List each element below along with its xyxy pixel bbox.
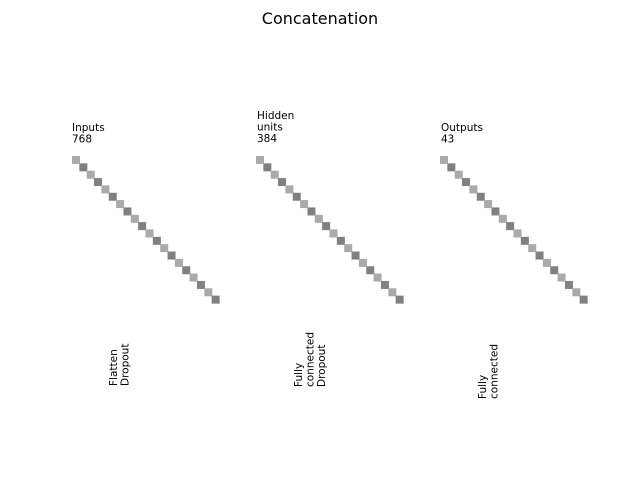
- stack-square: [484, 200, 493, 209]
- stack-square: [564, 280, 573, 289]
- layer-label-outputs: Outputs 43: [441, 122, 486, 146]
- operation-label-line: Fully: [293, 363, 305, 387]
- operation-label-line: Flatten: [108, 349, 120, 386]
- stack-square: [476, 192, 485, 201]
- layer-label-line: units: [257, 122, 283, 134]
- stack-square: [270, 170, 279, 179]
- stack-square: [380, 280, 389, 289]
- operation-label-fully-connected-dropout: Fully connected Dropout: [293, 329, 328, 387]
- layer-stack-outputs: [440, 156, 588, 304]
- stack-square: [174, 258, 183, 267]
- stack-square: [462, 178, 471, 187]
- stack-square: [79, 163, 88, 172]
- stack-square: [196, 280, 205, 289]
- operation-label-fully-connected: Fully connected: [477, 344, 501, 399]
- stack-square: [528, 244, 537, 253]
- layer-label-line: Outputs: [441, 122, 483, 134]
- layer-label-inputs: Inputs 768: [72, 122, 108, 146]
- operation-label-line: Dropout: [120, 344, 132, 386]
- stack-square: [307, 207, 316, 216]
- layer-label-line: 384: [257, 133, 277, 145]
- stack-square: [130, 214, 139, 223]
- layer-label-line: 768: [72, 134, 92, 146]
- stack-square: [572, 288, 581, 297]
- stack-square: [160, 244, 169, 253]
- layer-label-line: 43: [441, 134, 454, 146]
- stack-square: [329, 229, 338, 238]
- stack-square: [300, 200, 309, 209]
- stack-square: [292, 192, 301, 201]
- stack-square: [535, 251, 544, 260]
- stack-square: [395, 295, 404, 304]
- stack-square: [278, 178, 287, 187]
- layer-label-line: Inputs: [72, 122, 105, 134]
- stack-square: [116, 200, 125, 209]
- layer-label-line: Hidden: [257, 110, 294, 122]
- stack-square: [263, 163, 272, 172]
- stack-square: [579, 295, 588, 304]
- stack-square: [182, 266, 191, 275]
- layer-label-hidden-units: Hidden units 384: [257, 110, 298, 145]
- stack-square: [447, 163, 456, 172]
- stack-square: [336, 236, 345, 245]
- stack-square: [256, 156, 264, 164]
- stack-square: [108, 192, 117, 201]
- stack-square: [314, 214, 323, 223]
- stack-square: [145, 229, 154, 238]
- operation-label-line: connected: [305, 332, 317, 387]
- stack-square: [373, 273, 382, 282]
- stack-square: [344, 244, 353, 253]
- stack-square: [520, 236, 529, 245]
- stack-square: [557, 273, 566, 282]
- stack-square: [469, 185, 478, 194]
- stack-square: [542, 258, 551, 267]
- stack-square: [550, 266, 559, 275]
- stack-square: [454, 170, 463, 179]
- stack-square: [211, 295, 220, 304]
- stack-square: [388, 288, 397, 297]
- stack-square: [498, 214, 507, 223]
- stack-square: [366, 266, 375, 275]
- stack-square: [86, 170, 95, 179]
- stack-square: [167, 251, 176, 260]
- stack-square: [440, 156, 448, 164]
- stack-square: [491, 207, 500, 216]
- stack-square: [204, 288, 213, 297]
- stack-square: [152, 236, 161, 245]
- stack-square: [513, 229, 522, 238]
- stack-square: [94, 178, 103, 187]
- stack-square: [72, 156, 80, 164]
- stack-square: [285, 185, 294, 194]
- stack-square: [351, 251, 360, 260]
- stack-square: [358, 258, 367, 267]
- diagram-title: Concatenation: [262, 9, 378, 28]
- operation-label-flatten-dropout: Flatten Dropout: [108, 344, 132, 386]
- stack-square: [506, 222, 515, 231]
- stack-square: [138, 222, 147, 231]
- operation-label-line: Dropout: [316, 345, 328, 387]
- operation-label-line: Fully: [477, 375, 489, 399]
- layer-stack-hidden-units: [256, 156, 404, 304]
- stack-square: [189, 273, 198, 282]
- stack-square: [101, 185, 110, 194]
- operation-label-line: connected: [489, 344, 501, 399]
- stack-square: [123, 207, 132, 216]
- layer-stack-inputs: [72, 156, 220, 304]
- stack-square: [322, 222, 331, 231]
